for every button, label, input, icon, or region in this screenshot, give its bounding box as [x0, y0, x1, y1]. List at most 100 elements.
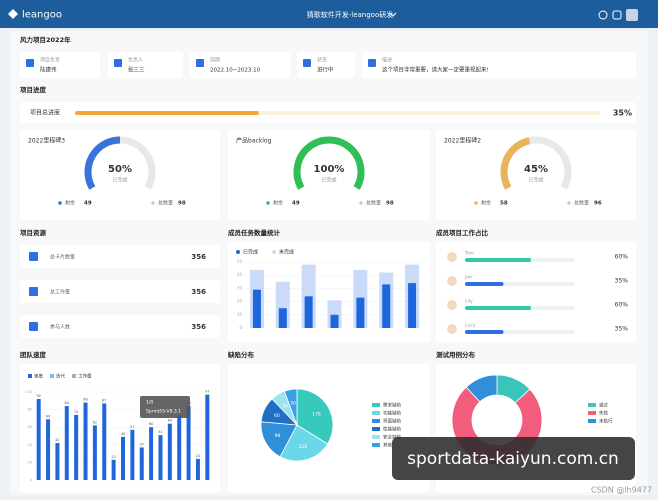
- legend-label: 通过: [599, 402, 608, 409]
- progress-value: 35%: [613, 109, 632, 118]
- legend-label: 未执行: [599, 418, 613, 425]
- gauge-caption: 已完成: [321, 177, 336, 184]
- remain-label: 剩余: [65, 200, 75, 207]
- slice: [283, 388, 298, 426]
- slice: [465, 374, 498, 403]
- data-label: 84: [65, 401, 70, 405]
- resource-label: 总卡片数量: [50, 254, 75, 261]
- card: [228, 130, 430, 220]
- bar: [83, 402, 88, 480]
- legend-dot: [58, 201, 62, 205]
- share-bar: [465, 330, 504, 334]
- share-value: 35%: [615, 278, 629, 285]
- legend-swatch: [588, 419, 596, 423]
- remain-value: 49: [84, 201, 92, 207]
- data-label: 97: [205, 390, 209, 394]
- resource-label: 总工作量: [50, 289, 70, 296]
- y-tick-label: 80: [28, 408, 32, 412]
- legend-swatch: [372, 427, 380, 431]
- section-title: 成员项目工作占比: [436, 228, 489, 237]
- bar: [46, 419, 51, 480]
- slice: [260, 421, 298, 458]
- card: [108, 52, 183, 78]
- resource-icon: [29, 322, 38, 331]
- card-label: 项目负责: [40, 57, 60, 64]
- card: [20, 280, 220, 303]
- remain-value: 58: [500, 201, 508, 207]
- slice-label: 98: [274, 433, 280, 439]
- share-bar: [465, 306, 531, 310]
- bar: [278, 308, 287, 328]
- avatar[interactable]: [626, 9, 638, 21]
- legend-label: 已完成: [243, 249, 258, 256]
- bar: [139, 447, 144, 480]
- legend-label: 失败: [599, 410, 608, 417]
- card-label: 描述: [382, 57, 392, 64]
- bar: [92, 425, 97, 480]
- dropdown-arrow[interactable]: [389, 12, 397, 17]
- data-label: 57: [130, 425, 134, 429]
- gauge-title: 2022里程碑2: [444, 137, 481, 145]
- card-value: 张三三: [128, 66, 145, 74]
- y-tick-label: 100: [25, 390, 32, 394]
- legend-label: 功能缺陷: [383, 410, 401, 417]
- legend-dot: [151, 201, 155, 205]
- card: [362, 52, 636, 78]
- legend-swatch: [72, 374, 76, 378]
- card: [297, 52, 355, 78]
- icon[interactable]: [612, 10, 622, 20]
- y-tick-label: 20: [28, 460, 32, 464]
- progress-label: 项目总进度: [30, 109, 60, 117]
- bar: [186, 406, 191, 480]
- total-value: 98: [178, 201, 186, 207]
- legend-label: 速度: [34, 373, 43, 380]
- data-label: 24: [196, 454, 201, 458]
- y-tick-label: 0: [239, 325, 242, 330]
- tooltip-text: 1/0: [146, 400, 153, 406]
- bar: [177, 415, 182, 480]
- avatar: [447, 324, 457, 334]
- legend-swatch: [28, 374, 32, 378]
- bar: [64, 406, 69, 480]
- y-tick-label: 50: [237, 259, 243, 264]
- share-value: 60%: [615, 302, 629, 309]
- card-icon: [303, 59, 311, 67]
- watermark: sportdata-kaiyun.com.cn: [407, 449, 619, 469]
- legend-dot: [272, 250, 276, 254]
- card-icon: [114, 59, 122, 67]
- data-label: 49: [121, 432, 125, 436]
- remain-value: 49: [292, 201, 300, 207]
- gauge-caption: 已完成: [528, 177, 543, 184]
- legend-label: 其他: [383, 442, 392, 449]
- section-title: 项目进度: [20, 85, 47, 94]
- gauge-title: 产品backlog: [236, 137, 272, 145]
- bar: [356, 297, 365, 328]
- icon[interactable]: [598, 10, 608, 20]
- tooltip: [140, 396, 190, 418]
- card-label: 状态: [317, 57, 327, 64]
- gauge-caption: 已完成: [112, 177, 127, 184]
- legend-swatch: [50, 374, 54, 378]
- gauge-arc: [500, 137, 531, 190]
- avatar: [447, 276, 457, 286]
- legend-dot: [266, 201, 270, 205]
- y-tick-label: 60: [28, 425, 32, 429]
- y-tick-label: 0: [30, 478, 32, 482]
- remain-label: 剩余: [273, 200, 283, 207]
- y-tick-label: 30: [237, 285, 243, 290]
- section-title: 团队速度: [20, 350, 47, 359]
- legend-label: 迭代: [56, 373, 65, 380]
- bar: [149, 427, 154, 480]
- slice-label: 126: [299, 444, 308, 450]
- bar: [304, 296, 313, 328]
- card: [20, 52, 100, 78]
- total-label: 总数量: [366, 200, 381, 207]
- card: [436, 242, 636, 342]
- project-selector[interactable]: 猜歌软件开发-leangoo研发: [307, 10, 394, 19]
- slice-label: 30: [290, 401, 296, 407]
- bar: [158, 435, 163, 480]
- bar: [382, 284, 391, 328]
- total-value: 98: [386, 201, 394, 207]
- member-name: Lucy: [465, 323, 476, 329]
